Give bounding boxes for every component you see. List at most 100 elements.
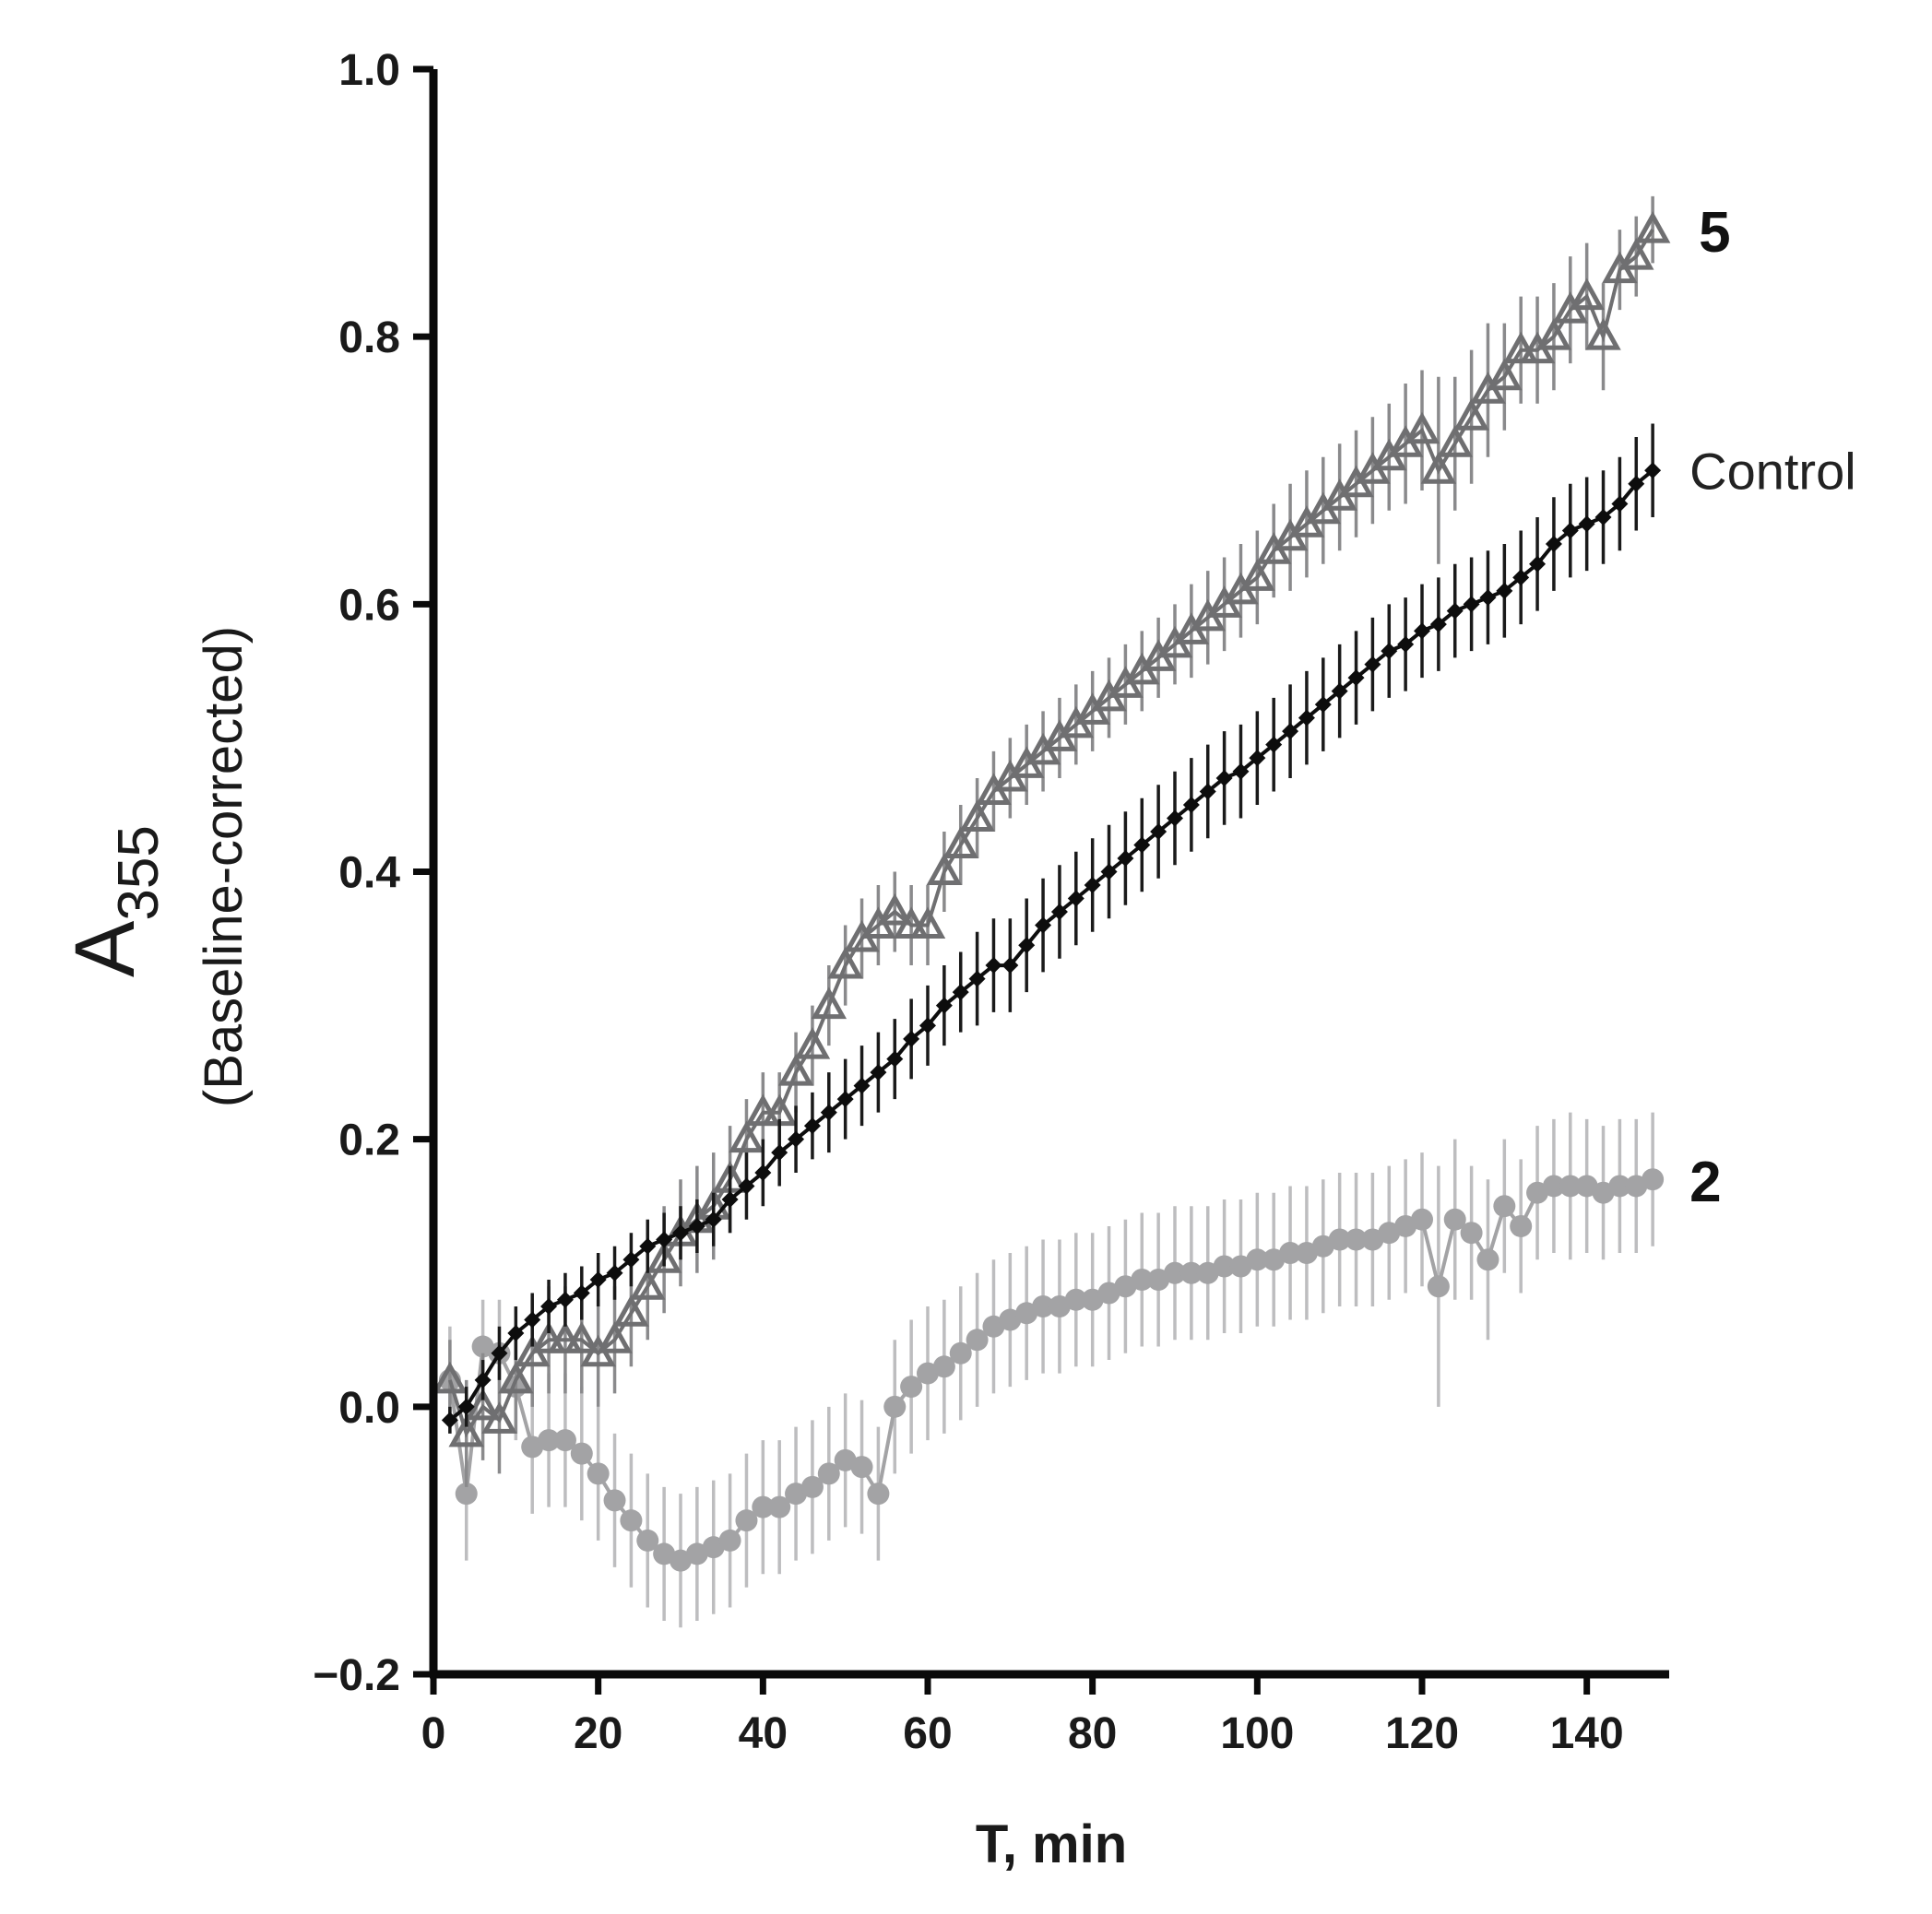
data-point-circle [1131, 1269, 1154, 1292]
series-layer: 2 5 Control [432, 195, 1856, 1628]
data-point-triangle [893, 906, 930, 939]
data-point-circle [1246, 1248, 1269, 1271]
data-point-triangle [597, 1321, 633, 1353]
data-point-diamond [968, 970, 986, 987]
data-point-diamond [754, 1164, 772, 1181]
data-point-circle [1510, 1214, 1533, 1237]
data-point-diamond [1364, 656, 1381, 673]
data-point-triangle [547, 1321, 584, 1353]
data-point-triangle [530, 1321, 567, 1353]
x-tick-label: 80 [1068, 1709, 1117, 1758]
data-point-circle [1213, 1255, 1236, 1278]
data-point-diamond [1397, 635, 1415, 653]
data-point-triangle [794, 1026, 831, 1059]
data-point-diamond [1133, 836, 1151, 854]
data-point-diamond [606, 1264, 623, 1282]
x-tick-label: 40 [739, 1709, 788, 1758]
data-point-triangle [1585, 318, 1621, 350]
data-point-circle [1064, 1288, 1087, 1311]
data-point-circle [752, 1495, 775, 1518]
data-point-triangle [811, 987, 847, 1020]
data-point-diamond [556, 1291, 574, 1308]
data-point-circle [1328, 1228, 1351, 1251]
data-point-circle [587, 1462, 610, 1485]
data-point-triangle [498, 1361, 534, 1394]
data-point-triangle [745, 1093, 781, 1127]
data-point-diamond [622, 1251, 640, 1269]
data-point-diamond [491, 1344, 508, 1362]
labels-layer: T, min A355 (Baseline-corrected) [58, 626, 1127, 1874]
data-point-diamond [1314, 696, 1332, 714]
data-point-diamond [886, 1050, 904, 1068]
data-point-circle [1427, 1275, 1450, 1298]
data-point-triangle [1535, 318, 1572, 350]
data-point-diamond [1347, 669, 1365, 687]
data-point-circle [817, 1462, 840, 1485]
series-label: 2 [1689, 1151, 1721, 1214]
data-point-triangle [729, 1120, 765, 1153]
data-point-diamond [1002, 957, 1019, 975]
data-point-circle [735, 1509, 758, 1532]
data-point-triangle [465, 1388, 501, 1421]
data-point-triangle [1569, 278, 1605, 311]
data-point-circle [553, 1429, 576, 1452]
data-point-diamond [1298, 709, 1315, 727]
data-point-triangle [777, 1053, 814, 1086]
data-point-diamond [1150, 822, 1167, 840]
data-point-circle [1642, 1168, 1665, 1191]
data-point-circle [1443, 1208, 1466, 1231]
data-point-triangle [1487, 358, 1523, 391]
data-point-circle [620, 1509, 643, 1532]
data-point-diamond [771, 1144, 788, 1162]
data-point-diamond [1084, 877, 1101, 894]
data-point-diamond [589, 1271, 607, 1289]
data-point-diamond [1512, 569, 1530, 586]
data-point-diamond [1018, 937, 1036, 954]
data-point-circle [1032, 1295, 1055, 1318]
data-point-triangle [1437, 425, 1473, 457]
data-point-circle [1460, 1222, 1483, 1245]
data-point-triangle [630, 1268, 666, 1300]
data-point-diamond [672, 1224, 689, 1242]
data-point-diamond [1578, 515, 1595, 533]
data-point-diamond [1545, 536, 1562, 553]
data-point-circle [570, 1442, 593, 1465]
data-point-circle [966, 1329, 989, 1352]
data-point-diamond [853, 1077, 871, 1094]
x-tick-label: 20 [574, 1709, 622, 1758]
data-point-diamond [919, 1017, 936, 1034]
data-point-triangle [1404, 411, 1440, 444]
data-point-diamond [1446, 602, 1464, 620]
data-point-diamond [1429, 616, 1447, 633]
data-point-triangle [1453, 398, 1489, 431]
x-tick-label: 140 [1550, 1709, 1624, 1758]
data-point-circle [1542, 1175, 1565, 1198]
data-point-diamond [935, 997, 953, 1014]
data-point-circle [949, 1341, 972, 1365]
data-point-circle [636, 1529, 659, 1552]
data-point-diamond [788, 1130, 805, 1148]
data-point-diamond [985, 957, 1002, 975]
series-label: 5 [1699, 201, 1730, 265]
data-point-diamond [721, 1190, 739, 1208]
data-point-triangle [877, 892, 913, 926]
data-point-circle [455, 1483, 478, 1506]
y-tick-label: −0.2 [313, 1651, 400, 1700]
data-point-diamond [1414, 622, 1430, 640]
data-point-triangle [448, 1414, 484, 1447]
data-point-diamond [1067, 890, 1085, 907]
data-point-circle [768, 1495, 791, 1518]
data-point-diamond [1381, 643, 1398, 660]
data-point-circle [883, 1395, 907, 1418]
data-point-diamond [1199, 783, 1216, 800]
data-point-diamond [524, 1311, 541, 1329]
data-point-diamond [1611, 495, 1629, 513]
data-point-diamond [1331, 682, 1348, 700]
data-point-diamond [1249, 750, 1266, 767]
data-point-circle [603, 1489, 626, 1512]
data-point-triangle [926, 853, 963, 885]
data-point-triangle [827, 946, 863, 979]
data-point-triangle [563, 1321, 600, 1353]
data-point-diamond [952, 984, 969, 1001]
